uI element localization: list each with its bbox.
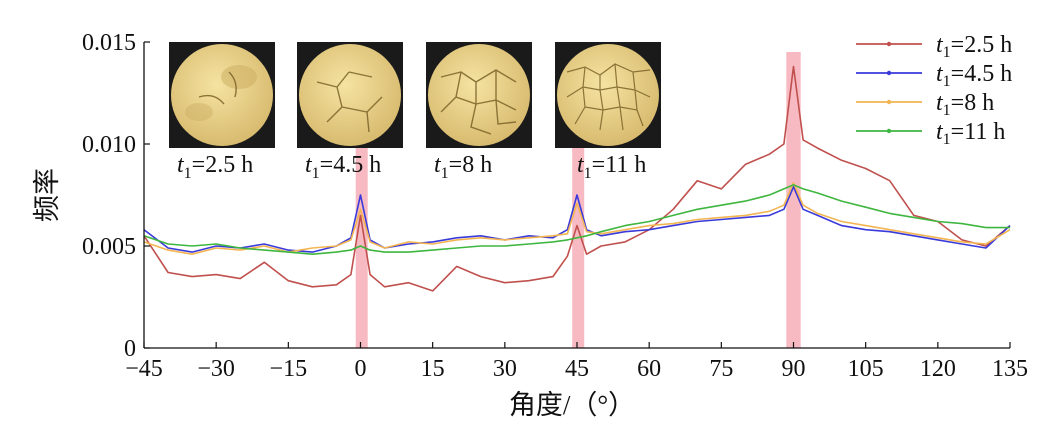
legend: t1=2.5 ht1=4.5 ht1=8 ht1=11 h (856, 32, 1012, 148)
y-tick-label: 0.005 (82, 234, 136, 260)
soil-sample-image (426, 42, 532, 148)
x-axis-label: 角度/（°） (509, 390, 635, 420)
inset-label: t1=4.5 h (305, 152, 382, 182)
x-tick-label: 120 (920, 356, 956, 382)
legend-label: t1=11 h (936, 119, 1005, 148)
x-tick-label: 105 (848, 356, 884, 382)
x-tick-label: 75 (709, 356, 733, 382)
y-tick-label: 0.010 (82, 132, 136, 158)
series-line-1 (143, 65, 1011, 292)
x-tick-label: 0 (355, 356, 367, 382)
soil-sample-image (169, 42, 275, 148)
y-ticks: 0 0.005 0.010 0.015 (82, 30, 150, 362)
legend-marker (886, 128, 892, 134)
series-line-4 (143, 184, 1010, 255)
y-tick-label: 0.015 (82, 30, 136, 56)
legend-marker (886, 99, 892, 105)
legend-marker (886, 41, 892, 47)
series-line-2 (143, 186, 1011, 253)
y-tick-label: 0 (124, 336, 136, 362)
series-lines (143, 65, 1011, 292)
y-axis-label: 频率 (32, 168, 62, 222)
legend-label: t1=8 h (936, 90, 994, 119)
x-tick-label: 60 (637, 356, 661, 382)
series-line-3 (143, 182, 1011, 255)
x-tick-label: 45 (565, 356, 589, 382)
inset-label: t1=8 h (434, 152, 493, 182)
x-tick-label: 135 (992, 356, 1028, 382)
x-tick-label: 15 (421, 356, 445, 382)
x-tick-label: 30 (493, 356, 517, 382)
x-tick-label: 90 (782, 356, 806, 382)
legend-marker (886, 70, 892, 76)
inset-label: t1=2.5 h (177, 152, 254, 182)
soil-sample-image (297, 42, 403, 148)
x-tick-label: −15 (270, 356, 308, 382)
legend-label: t1=4.5 h (936, 61, 1012, 90)
inset-label: t1=11 h (577, 152, 647, 182)
highlight-band (786, 52, 801, 348)
x-tick-label: −45 (125, 356, 163, 382)
x-ticks: −45 −30 −15 0 15 30 45 60 75 90 105 120 135 (125, 342, 1028, 382)
soil-sample-image (555, 42, 661, 148)
legend-label: t1=2.5 h (936, 32, 1012, 61)
x-tick-label: −30 (197, 356, 235, 382)
